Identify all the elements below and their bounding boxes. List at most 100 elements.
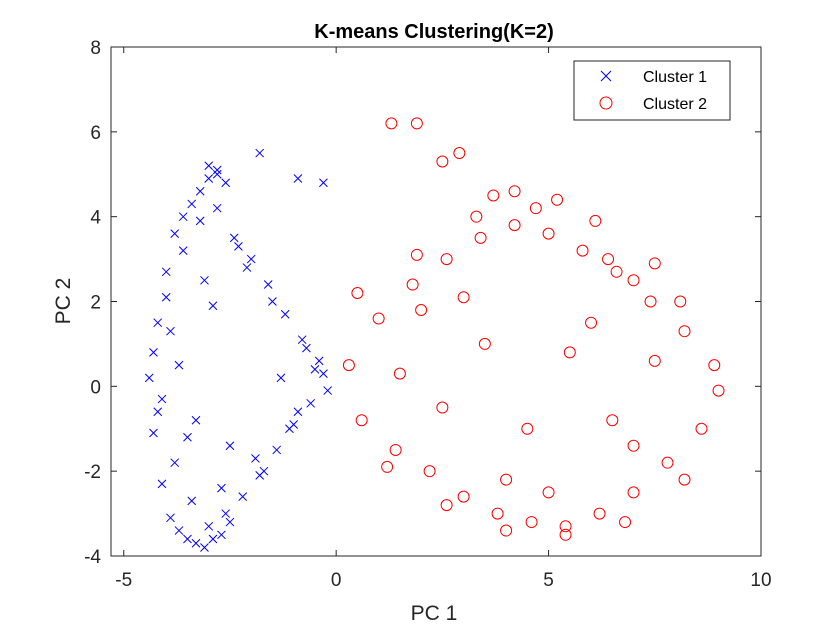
y-tick-label: -2 [84, 462, 101, 483]
cluster-1-point [280, 309, 290, 319]
cluster-2-point [563, 346, 576, 359]
cluster-2-point [559, 528, 572, 541]
y-tick-label: 2 [90, 293, 101, 314]
cluster-1-point [178, 212, 188, 222]
cluster-1-point [251, 454, 260, 463]
cluster-2-point [487, 189, 500, 202]
cluster-2-point [619, 516, 632, 529]
cluster-2-point [542, 486, 555, 499]
cluster-2-point [551, 193, 564, 206]
cluster-1-point [255, 148, 265, 158]
cluster-1-point [187, 199, 197, 209]
cluster-2-point [436, 401, 449, 414]
plot-area: -5 0 5 10 -4 -2 0 2 4 6 8 [84, 38, 771, 591]
cluster-2-point [457, 490, 470, 503]
cluster-1-point [212, 165, 222, 175]
cluster-1-point [187, 496, 197, 506]
cluster-1-point [217, 530, 226, 540]
cluster-1-point [293, 407, 303, 417]
cluster-1-point [229, 233, 239, 243]
cluster-1-point [170, 229, 180, 238]
cluster-1-point [166, 326, 175, 336]
cluster-2-point [589, 214, 602, 227]
cluster-2-point [627, 486, 640, 499]
cluster-1-point [302, 343, 311, 353]
cluster-2-point [393, 367, 406, 380]
legend-box [573, 60, 731, 121]
cluster-2-point [695, 422, 708, 435]
cluster-1-point [314, 356, 324, 366]
cluster-1-point [293, 174, 303, 183]
cluster-2-point [415, 303, 428, 316]
cluster-2-point [602, 253, 615, 266]
y-tick-label: 0 [90, 377, 101, 398]
cluster-1-point [323, 386, 333, 395]
cluster-2-point [674, 295, 687, 308]
cluster-2-point [406, 278, 419, 291]
cluster-2-point [627, 274, 640, 287]
cluster-2-point [661, 456, 674, 469]
cluster-2-point [491, 507, 504, 520]
cluster-2-point [342, 359, 355, 372]
x-tick-label: 0 [331, 570, 342, 591]
cluster-2-point [436, 155, 449, 168]
cluster-2-point [457, 291, 470, 304]
cluster-1-point [191, 538, 201, 548]
cluster-1-point [183, 534, 192, 544]
cluster-1-point [204, 161, 214, 171]
cluster-2-point [423, 465, 436, 478]
cluster-2-point [389, 443, 402, 456]
cluster-1-point [217, 483, 226, 493]
cluster-2-point [508, 219, 521, 232]
x-axis-label: PC 1 [411, 602, 458, 625]
cluster-2-point [542, 227, 555, 240]
cluster-2-point [500, 524, 513, 537]
cluster-2-point [385, 117, 398, 130]
cluster-1-point [310, 365, 320, 374]
cluster-1-point [319, 178, 328, 188]
cluster-1-point [149, 348, 158, 357]
y-tick-label: -4 [84, 547, 101, 568]
cluster-2-point [644, 295, 657, 308]
y-tick-label: 6 [90, 123, 101, 144]
cluster-1-point [212, 169, 222, 179]
cluster-2-point [478, 337, 491, 350]
cluster-2-point [500, 473, 513, 486]
cluster-1-point [149, 428, 158, 438]
cluster-2-point [678, 325, 691, 338]
cluster-2-point [627, 439, 640, 452]
cluster-2-point [576, 244, 589, 257]
legend: Cluster 1 Cluster 2 [573, 60, 731, 121]
cluster-1-point [174, 526, 184, 535]
cluster-1-point [268, 297, 277, 306]
cluster-2-point [470, 210, 483, 223]
cluster-1-point [259, 466, 269, 476]
cluster-1-point [221, 509, 231, 518]
cluster-2-point [525, 516, 538, 529]
cluster-1-point [263, 280, 273, 289]
cluster-1-point [183, 432, 192, 442]
cluster-2-point [440, 499, 453, 512]
cluster-2-point [521, 422, 534, 435]
x-tick-label: 5 [543, 570, 554, 591]
y-tick-label: 8 [90, 38, 101, 59]
x-axis-ticks: -5 0 5 10 [115, 47, 772, 591]
cluster-1-point [306, 398, 316, 408]
y-tick-label: 4 [90, 208, 101, 229]
cluster-2-point [712, 384, 725, 397]
cluster-2-point [708, 359, 721, 372]
cluster-1-point [166, 513, 175, 523]
cluster-1-point [157, 479, 167, 489]
cluster-1-point [242, 263, 252, 272]
cluster-2-point [381, 460, 394, 473]
y-axis-label: PC 2 [52, 278, 75, 325]
cluster-1-point [144, 373, 154, 383]
x-tick-label: -5 [115, 570, 132, 591]
chart-title: K-means Clustering(K=2) [314, 21, 554, 43]
y-axis-ticks: -4 -2 0 2 4 6 8 [84, 38, 761, 568]
cluster-2-point [559, 520, 572, 533]
axes-background [111, 47, 761, 556]
cluster-2-point [410, 117, 423, 130]
cluster-1-point [174, 360, 184, 370]
